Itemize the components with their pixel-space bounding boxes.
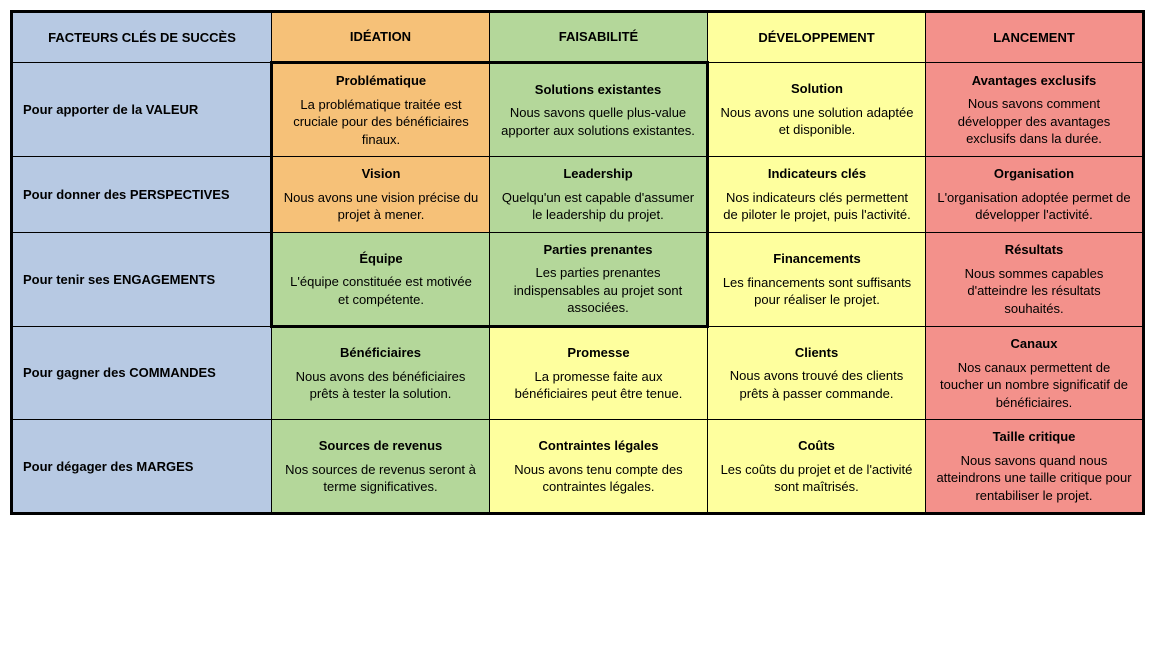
cell-desc: Quelqu'un est capable d'assumer le leade…	[500, 189, 696, 224]
cell-contraintes-legales: Contraintes légales Nous avons tenu comp…	[490, 420, 708, 514]
cell-title: Coûts	[718, 437, 915, 455]
cell-promesse: Promesse La promesse faite aux bénéficia…	[490, 327, 708, 420]
cell-desc: Nous avons une solution adaptée et dispo…	[719, 104, 915, 139]
cell-problematique: Problématique La problématique traitée e…	[272, 63, 490, 157]
cell-title: Parties prenantes	[500, 241, 696, 259]
cell-desc: Nous sommes capables d'atteindre les rés…	[936, 265, 1132, 318]
cell-title: Équipe	[283, 250, 479, 268]
cell-desc: Les parties prenantes indispensables au …	[500, 264, 696, 317]
cell-title: Résultats	[936, 241, 1132, 259]
cell-leadership: Leadership Quelqu'un est capable d'assum…	[490, 157, 708, 233]
cell-desc: Nous savons quelle plus-value apporter a…	[500, 104, 696, 139]
cell-taille-critique: Taille critique Nous savons quand nous a…	[926, 420, 1144, 514]
header-lancement: LANCEMENT	[926, 12, 1144, 63]
cell-indicateurs-cles: Indicateurs clés Nos indicateurs clés pe…	[708, 157, 926, 233]
cell-title: Indicateurs clés	[719, 165, 915, 183]
cell-resultats: Résultats Nous sommes capables d'atteind…	[926, 232, 1144, 326]
header-ideation: IDÉATION	[272, 12, 490, 63]
cell-title: Solutions existantes	[500, 81, 696, 99]
cell-clients: Clients Nous avons trouvé des clients pr…	[708, 327, 926, 420]
row-engagements: Pour tenir ses ENGAGEMENTS Équipe L'équi…	[12, 232, 1144, 326]
cell-desc: L'organisation adoptée permet de dévelop…	[936, 189, 1132, 224]
row-valeur: Pour apporter de la VALEUR Problématique…	[12, 63, 1144, 157]
header-factors: FACTEURS CLÉS DE SUCCÈS	[12, 12, 272, 63]
cell-desc: Nos canaux permettent de toucher un nomb…	[936, 359, 1132, 412]
rowlabel-engagements: Pour tenir ses ENGAGEMENTS	[12, 232, 272, 326]
cell-sources-revenus: Sources de revenus Nos sources de revenu…	[272, 420, 490, 514]
cell-desc: La problématique traitée est cruciale po…	[283, 96, 479, 149]
cell-desc: Nous avons tenu compte des contraintes l…	[500, 461, 697, 496]
cell-title: Leadership	[500, 165, 696, 183]
header-faisabilite: FAISABILITÉ	[490, 12, 708, 63]
cell-title: Canaux	[936, 335, 1132, 353]
cell-title: Vision	[283, 165, 479, 183]
cell-title: Sources de revenus	[282, 437, 479, 455]
cell-couts: Coûts Les coûts du projet et de l'activi…	[708, 420, 926, 514]
cell-equipe: Équipe L'équipe constituée est motivée e…	[272, 232, 490, 326]
cell-desc: Les financements sont suffisants pour ré…	[719, 274, 915, 309]
row-perspectives: Pour donner des PERSPECTIVES Vision Nous…	[12, 157, 1144, 233]
cell-solution: Solution Nous avons une solution adaptée…	[708, 63, 926, 157]
cell-canaux: Canaux Nos canaux permettent de toucher …	[926, 327, 1144, 420]
cell-desc: Nous avons des bénéficiaires prêts à tes…	[282, 368, 479, 403]
cell-title: Contraintes légales	[500, 437, 697, 455]
cell-desc: La promesse faite aux bénéficiaires peut…	[500, 368, 697, 403]
rowlabel-commandes: Pour gagner des COMMANDES	[12, 327, 272, 420]
cell-organisation: Organisation L'organisation adoptée perm…	[926, 157, 1144, 233]
cell-desc: Nous avons trouvé des clients prêts à pa…	[718, 367, 915, 402]
cell-title: Taille critique	[936, 428, 1132, 446]
success-factors-matrix: FACTEURS CLÉS DE SUCCÈS IDÉATION FAISABI…	[10, 10, 1145, 515]
cell-desc: Nos sources de revenus seront à terme si…	[282, 461, 479, 496]
cell-avantages-exclusifs: Avantages exclusifs Nous savons comment …	[926, 63, 1144, 157]
cell-beneficiaires: Bénéficiaires Nous avons des bénéficiair…	[272, 327, 490, 420]
header-row: FACTEURS CLÉS DE SUCCÈS IDÉATION FAISABI…	[12, 12, 1144, 63]
rowlabel-valeur: Pour apporter de la VALEUR	[12, 63, 272, 157]
cell-title: Solution	[719, 80, 915, 98]
cell-desc: Nous savons quand nous atteindrons une t…	[936, 452, 1132, 505]
cell-solutions-existantes: Solutions existantes Nous savons quelle …	[490, 63, 708, 157]
cell-parties-prenantes: Parties prenantes Les parties prenantes …	[490, 232, 708, 326]
row-commandes: Pour gagner des COMMANDES Bénéficiaires …	[12, 327, 1144, 420]
cell-title: Clients	[718, 344, 915, 362]
row-marges: Pour dégager des MARGES Sources de reven…	[12, 420, 1144, 514]
cell-desc: Nous savons comment développer des avant…	[936, 95, 1132, 148]
cell-financements: Financements Les financements sont suffi…	[708, 232, 926, 326]
cell-desc: Les coûts du projet et de l'activité son…	[718, 461, 915, 496]
cell-title: Problématique	[283, 72, 479, 90]
cell-desc: Nous avons une vision précise du projet …	[283, 189, 479, 224]
cell-title: Promesse	[500, 344, 697, 362]
cell-desc: Nos indicateurs clés permettent de pilot…	[719, 189, 915, 224]
cell-vision: Vision Nous avons une vision précise du …	[272, 157, 490, 233]
cell-title: Bénéficiaires	[282, 344, 479, 362]
cell-desc: L'équipe constituée est motivée et compé…	[283, 273, 479, 308]
cell-title: Organisation	[936, 165, 1132, 183]
cell-title: Avantages exclusifs	[936, 72, 1132, 90]
rowlabel-perspectives: Pour donner des PERSPECTIVES	[12, 157, 272, 233]
cell-title: Financements	[719, 250, 915, 268]
rowlabel-marges: Pour dégager des MARGES	[12, 420, 272, 514]
header-developpement: DÉVELOPPEMENT	[708, 12, 926, 63]
